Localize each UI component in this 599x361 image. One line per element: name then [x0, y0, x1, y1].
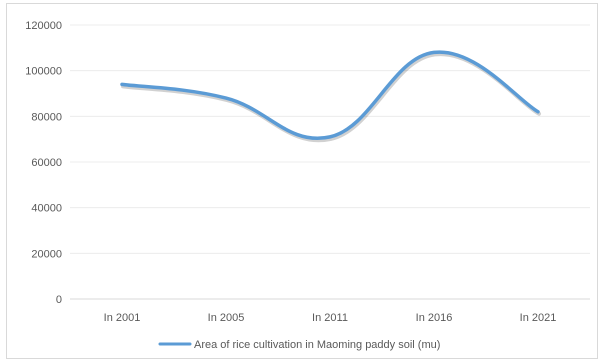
series-group [120, 50, 541, 143]
y-tick-label: 100000 [25, 66, 62, 78]
legend-label: Area of rice cultivation in Maoming padd… [194, 339, 440, 351]
series-line-shadow [121, 52, 541, 143]
legend: Area of rice cultivation in Maoming padd… [158, 339, 440, 351]
y-tick-label: 120000 [25, 20, 62, 32]
y-tick-label: 20000 [31, 248, 62, 260]
y-tick-label: 60000 [31, 157, 62, 169]
chart-frame [6, 3, 598, 359]
x-tick-label: In 2016 [416, 312, 453, 324]
series-line [120, 50, 540, 140]
y-tick-label: 40000 [31, 203, 62, 215]
x-tick-label: In 2011 [312, 312, 348, 324]
x-axis-ticks: In 2001 In 2005 In 2011 In 2016 In 2021 [104, 312, 557, 324]
x-tick-label: In 2001 [104, 312, 141, 324]
y-tick-label: 0 [56, 294, 62, 306]
y-axis-ticks: 0 20000 40000 60000 80000 100000 120000 [25, 20, 62, 306]
x-tick-label: In 2021 [520, 312, 557, 324]
y-tick-label: 80000 [31, 111, 62, 123]
x-tick-label: In 2005 [208, 312, 245, 324]
gridlines [70, 24, 590, 300]
